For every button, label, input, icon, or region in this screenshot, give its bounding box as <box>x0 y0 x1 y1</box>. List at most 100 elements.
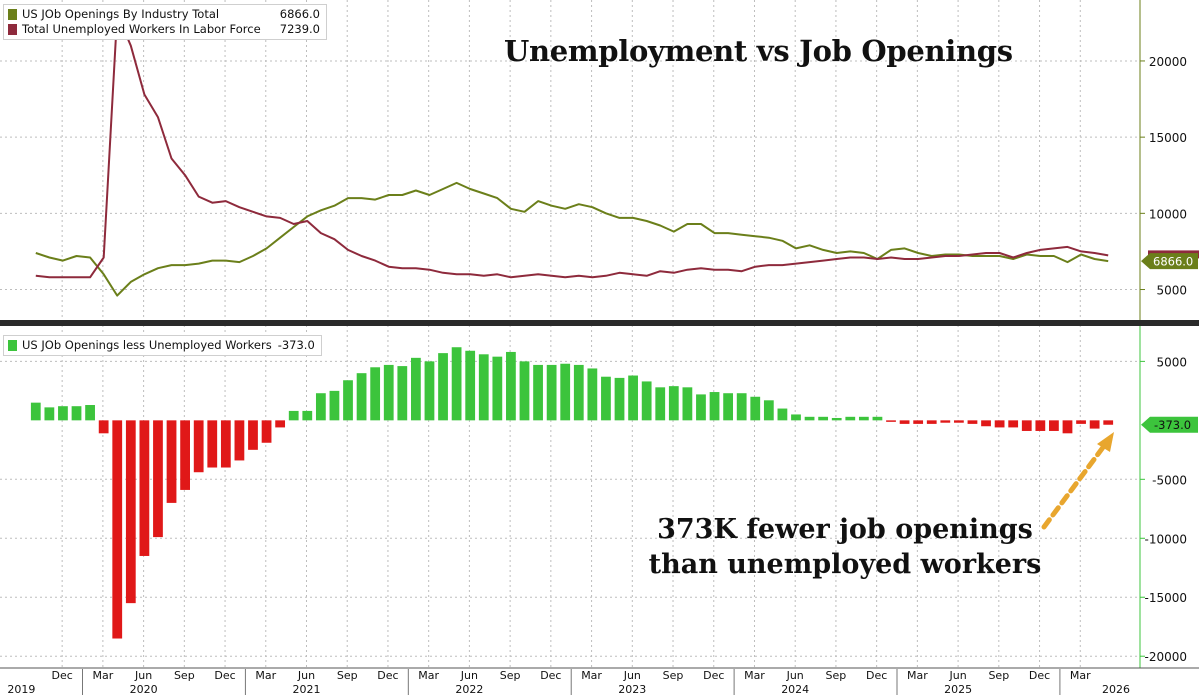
arrow-shaft <box>1041 443 1107 530</box>
unemployed-swatch <box>8 24 17 35</box>
x-month-label: Sep <box>663 669 684 682</box>
difference-bar <box>1103 420 1114 425</box>
x-month-label: Mar <box>255 669 276 682</box>
x-month-label: Sep <box>174 669 195 682</box>
x-month-label: Mar <box>418 669 439 682</box>
difference-bar <box>261 420 272 443</box>
y-tick-label: 5000 <box>1156 355 1187 369</box>
x-month-label: Mar <box>581 669 602 682</box>
grid-layer <box>0 0 1140 668</box>
openings-legend-label: US JOb Openings By Industry Total <box>22 7 220 21</box>
difference-bar <box>30 402 41 421</box>
difference-bar <box>723 393 733 421</box>
x-month-label: Dec <box>52 669 73 682</box>
difference-bar <box>696 394 706 421</box>
difference-bar <box>383 364 394 421</box>
x-month-label: Dec <box>703 669 724 682</box>
difference-bar <box>1062 420 1073 434</box>
difference-bar <box>519 361 530 421</box>
difference-legend-label: US JOb Openings less Unemployed Workers <box>22 338 272 352</box>
legend-entry-unemployed: Total Unemployed Workers In Labor Force … <box>8 22 320 37</box>
difference-bar <box>166 420 177 503</box>
difference-bar <box>981 420 991 427</box>
y-tick-label: -20000 <box>1144 650 1187 664</box>
x-month-label: Mar <box>92 669 113 682</box>
y-tick-label: 20000 <box>1149 55 1187 69</box>
difference-bar <box>601 376 611 421</box>
difference-bar <box>411 357 421 421</box>
y-tick-label: 5000 <box>1156 284 1187 298</box>
y-tick-label: -10000 <box>1144 532 1187 546</box>
x-year-label: 2024 <box>781 683 809 695</box>
difference-bar <box>207 420 218 468</box>
difference-bar <box>831 417 842 421</box>
x-year-label: 2023 <box>618 683 646 695</box>
difference-bar <box>139 420 150 556</box>
x-month-label: Sep <box>500 669 521 682</box>
x-month-label: Dec <box>377 669 398 682</box>
difference-bar <box>1021 420 1032 431</box>
x-month-label: Jun <box>949 669 967 682</box>
difference-bar <box>180 420 190 490</box>
difference-bar <box>478 354 489 421</box>
y-tick-label: 10000 <box>1149 207 1187 221</box>
difference-bar <box>397 366 408 421</box>
unemployed-workers-line <box>35 12 1109 279</box>
difference-bar <box>954 420 964 423</box>
openings-value-tag-label: 6866.0 <box>1153 255 1193 269</box>
difference-bar <box>587 368 598 421</box>
x-month-label: Dec <box>866 669 887 682</box>
difference-bar <box>736 393 747 421</box>
openings-swatch <box>8 9 17 20</box>
panel-divider <box>0 320 1199 326</box>
difference-swatch <box>8 340 17 351</box>
x-month-label: Mar <box>1070 669 1091 682</box>
difference-bar <box>356 373 367 421</box>
unemployed-legend-value: 7239.0 <box>279 22 320 36</box>
legend-entry-openings: US JOb Openings By Industry Total 6866.0 <box>8 7 320 22</box>
difference-bar <box>668 386 679 421</box>
difference-bar <box>655 387 666 421</box>
arrow-head <box>1097 432 1114 452</box>
x-month-label: Jun <box>786 669 804 682</box>
difference-bar <box>967 420 978 424</box>
x-month-label: Sep <box>826 669 847 682</box>
chart-title: Unemployment vs Job Openings <box>504 34 1013 68</box>
difference-bar <box>533 364 543 421</box>
x-year-label: 2020 <box>130 683 158 695</box>
difference-bar <box>329 390 340 421</box>
x-year-label: 2021 <box>293 683 321 695</box>
difference-bar <box>1008 420 1019 428</box>
difference-bar <box>343 380 353 421</box>
x-year-label: 2019 <box>7 683 35 695</box>
x-month-label: Sep <box>988 669 1009 682</box>
difference-bar <box>994 420 1005 428</box>
x-month-label: Jun <box>134 669 152 682</box>
difference-bar <box>628 375 638 421</box>
x-month-label: Jun <box>623 669 641 682</box>
x-month-label: Dec <box>1029 669 1050 682</box>
job-openings-line <box>35 181 1109 297</box>
x-month-label: Mar <box>907 669 928 682</box>
difference-bar <box>872 416 883 421</box>
difference-bar <box>940 420 951 423</box>
difference-bar <box>302 410 313 421</box>
difference-legend-value: -373.0 <box>277 338 315 352</box>
difference-bar <box>465 350 476 421</box>
difference-bar <box>424 361 435 421</box>
difference-bar <box>804 416 815 421</box>
difference-bar <box>1076 420 1086 424</box>
y-tick-label: -15000 <box>1144 591 1187 605</box>
top-legend: US JOb Openings By Industry Total 6866.0… <box>3 4 327 40</box>
x-month-label: Sep <box>337 669 358 682</box>
bottom-legend: US JOb Openings less Unemployed Workers … <box>3 335 322 356</box>
difference-bar <box>899 420 910 424</box>
bars-layer <box>30 347 1114 639</box>
annotation-line-1: 373K fewer job openings <box>657 514 1033 545</box>
difference-bar <box>125 420 136 604</box>
difference-bar <box>818 416 829 421</box>
x-year-label: 2022 <box>455 683 483 695</box>
difference-bar <box>791 414 801 421</box>
difference-bar <box>560 363 571 421</box>
